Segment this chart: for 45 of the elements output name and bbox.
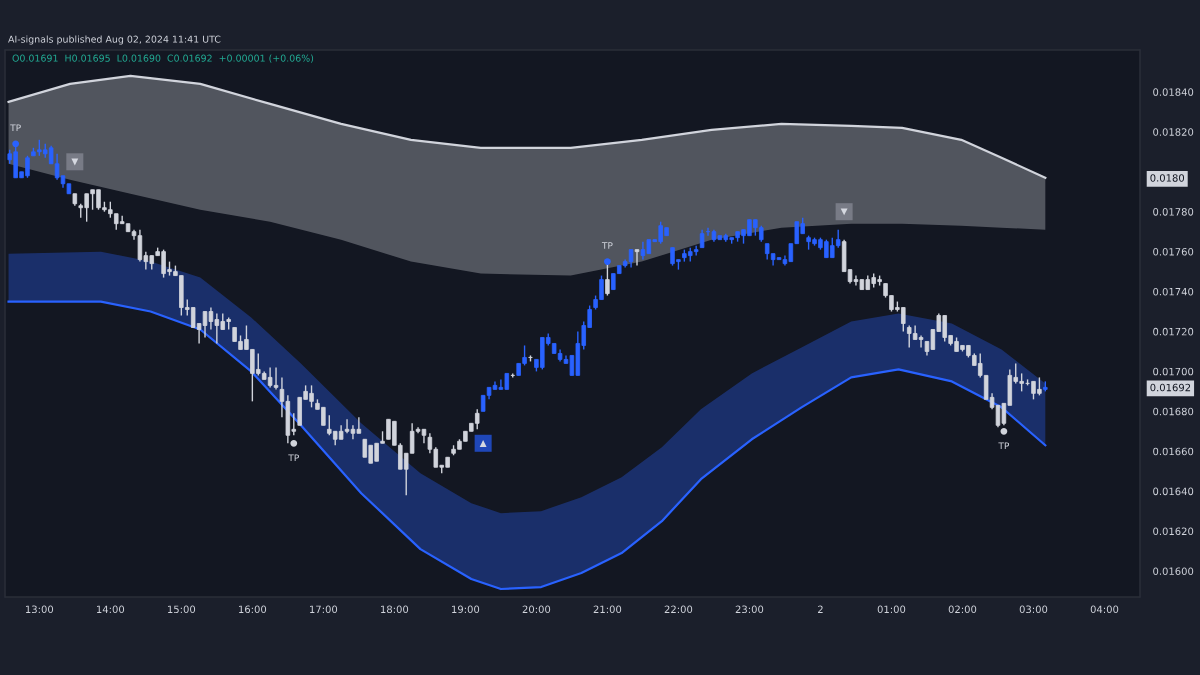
y-tick-label: 0.01700: [1153, 367, 1194, 376]
x-tick-label: 23:00: [735, 605, 764, 614]
x-tick-label: 15:00: [168, 605, 196, 614]
chart-title: AI-signals published Aug 02, 2024 11:41 UTC: [8, 35, 221, 45]
annotation: TP: [998, 442, 1010, 450]
annotation: ▼: [840, 208, 848, 216]
point: [604, 258, 611, 266]
point: [12, 140, 20, 148]
y2-tick-label: 0.0180: [1150, 174, 1185, 182]
annotation: TP: [288, 454, 299, 462]
x-tick-label: 21:00: [593, 605, 622, 614]
annotation: TP: [601, 242, 613, 249]
x-tick-label: 17:00: [310, 605, 338, 614]
x-tick-label: 14:00: [97, 605, 125, 614]
annotation: ▲: [479, 439, 487, 447]
y-tick-label: 0.01640: [1153, 487, 1194, 496]
x-tick-label: 03:00: [1019, 605, 1048, 614]
x-tick-label: 16:00: [239, 605, 267, 614]
y-tick-label: 0.01780: [1153, 208, 1194, 216]
x-tick-label: 13:00: [26, 605, 54, 614]
y-tick-label: 0.01680: [1153, 407, 1194, 416]
y-tick-label: 0.01600: [1153, 567, 1194, 575]
x-tick-label: 2: [818, 605, 823, 613]
y-tick-label: 0.01820: [1153, 128, 1194, 136]
x-tick-label: 19:00: [452, 605, 480, 614]
x-tick-label: 04:00: [1090, 605, 1119, 614]
line-series: [7, 74, 1047, 179]
point: [290, 439, 298, 447]
point: [1000, 427, 1008, 435]
y-tick-label: 0.01840: [1153, 88, 1194, 96]
x-tick-label: 18:00: [381, 605, 409, 614]
y2-tick-label: 0.01692: [1150, 383, 1191, 392]
annotation: ▼: [71, 158, 79, 166]
chart-subtitle: O0.01691 H0.01695 L0.01690 C0.01692 +0.00001 (+0.06%): [12, 54, 314, 63]
candlestick: [634, 248, 640, 267]
x-tick-label: 01:00: [877, 605, 906, 614]
y-tick-label: 0.01740: [1153, 287, 1194, 296]
y-tick-label: 0.01620: [1153, 527, 1194, 536]
annotation: TP: [10, 124, 21, 132]
y-tick-label: 0.01720: [1153, 327, 1194, 336]
x-tick-label: 02:00: [948, 605, 977, 614]
y-tick-label: 0.01760: [1153, 248, 1194, 256]
y-tick-label: 0.01660: [1153, 447, 1194, 456]
x-tick-label: 22:00: [664, 605, 693, 614]
x-tick-label: 20:00: [522, 605, 551, 614]
